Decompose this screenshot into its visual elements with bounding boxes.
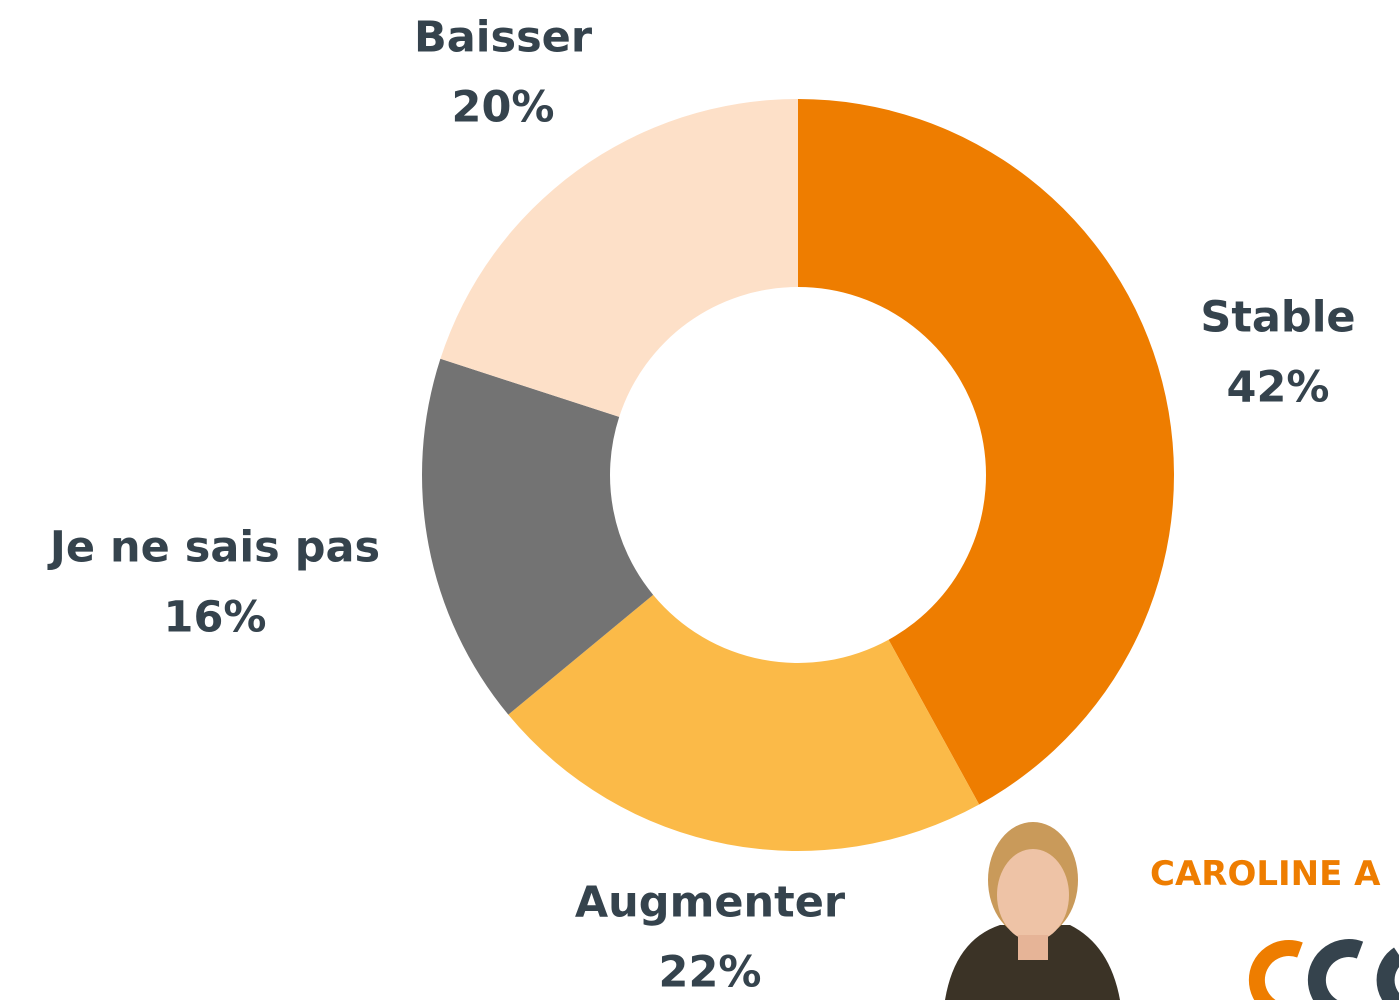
donut-slice [440,99,798,417]
slice-label: Je ne sais pas [47,523,380,573]
slice-label: Augmenter [575,878,846,928]
value-label: 42% [1227,363,1330,413]
presenter-photo [945,822,1120,1000]
page: {"chart_data": {"type": "donut", "catego… [0,0,1399,1000]
byline: CAROLINE A [1150,854,1381,894]
value-label: 22% [659,948,762,998]
slice-label: Baisser [414,13,593,63]
value-label: 16% [164,593,267,643]
chart: CAROLINE A Stable 42% Augmenter 22% Je ne sa… [0,0,1399,1000]
slice-label: Stable [1200,293,1355,343]
logo [1257,948,1399,1000]
value-label: 20% [452,83,555,133]
